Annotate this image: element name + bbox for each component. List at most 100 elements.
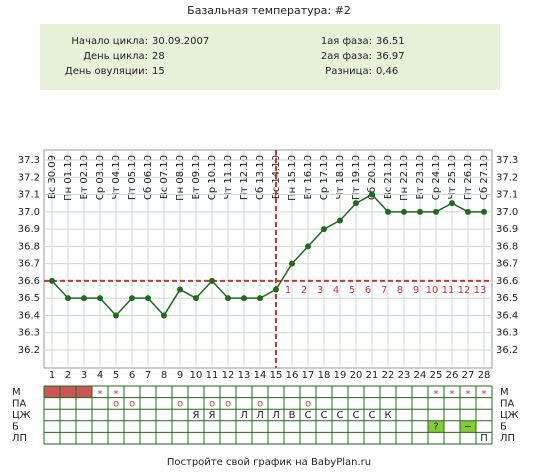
footer: Постройте свой график на BabyPlan.ru [167, 457, 371, 468]
cell-text: С [369, 410, 376, 421]
point [257, 295, 263, 302]
row-label: ПА [12, 398, 27, 409]
row-label-right: М [500, 387, 509, 398]
y-tick-label: 36.9 [18, 224, 40, 235]
y-tick-label: 37.2 [18, 172, 40, 183]
y-tick-label-right: 36.3 [496, 328, 518, 339]
phase-day-number: 11 [442, 285, 455, 296]
cell-text: o [305, 398, 311, 409]
cell-text: o [209, 398, 215, 409]
point [465, 208, 471, 215]
x-tick-label: 15 [270, 370, 283, 381]
x-tick-label: 16 [286, 370, 299, 381]
point [65, 295, 71, 302]
row-label-right: ЦЖ [500, 410, 519, 421]
x-tick-label: 21 [366, 370, 379, 381]
point [369, 191, 375, 198]
cell-text: o [257, 398, 263, 409]
x-tick-label: 28 [478, 370, 491, 381]
x-tick-label: 5 [113, 370, 119, 381]
row-label: Б [12, 422, 19, 433]
cell-text: Я [209, 410, 216, 421]
row-label: ЛП [12, 433, 27, 444]
y-tick-label: 36.5 [18, 293, 40, 304]
cell-text: o [225, 398, 231, 409]
phase-day-number: 9 [413, 285, 419, 296]
cell-text: Л [272, 410, 280, 421]
phase-day-number: 8 [397, 285, 403, 296]
point [177, 286, 183, 293]
date-label: Пн 08.10 [175, 155, 186, 201]
point [209, 277, 215, 284]
cell-text: * [450, 389, 455, 400]
phase-day-number: 6 [365, 285, 371, 296]
x-tick-label: 11 [206, 370, 219, 381]
cell-text: Л [256, 410, 264, 421]
phase-day-number: 10 [426, 285, 439, 296]
point [481, 208, 487, 215]
y-tick-label: 36.6 [18, 276, 40, 287]
row-label-right: Б [500, 422, 507, 433]
cell-text: − [464, 422, 472, 433]
y-tick-label: 36.2 [18, 345, 40, 356]
y-tick-label-right: 36.8 [496, 241, 518, 252]
phase-day-number: 13 [474, 285, 487, 296]
point [353, 200, 359, 207]
point [289, 260, 295, 267]
phase-day-number: 2 [301, 285, 307, 296]
cell-text: o [113, 398, 119, 409]
info-value: 30.09.2007 [152, 36, 209, 47]
cell-text: С [305, 410, 312, 421]
y-tick-label-right: 37.3 [496, 155, 518, 166]
cell-text: С [321, 410, 328, 421]
point [321, 226, 327, 233]
info-value: 15 [152, 66, 165, 77]
x-tick-label: 10 [190, 370, 203, 381]
cell-fill [76, 386, 92, 398]
x-tick-label: 9 [177, 370, 183, 381]
x-tick-label: 14 [254, 370, 267, 381]
cell-fill [60, 386, 76, 398]
info-label: 1ая фаза: [321, 36, 372, 47]
y-tick-label: 36.8 [18, 241, 40, 252]
y-tick-label-right: 37.2 [496, 172, 518, 183]
x-tick-label: 13 [238, 370, 251, 381]
phase-day-number: 1 [285, 285, 291, 296]
info-value: 36.97 [376, 51, 405, 62]
x-tick-label: 24 [414, 370, 427, 381]
cell-text: Л [240, 410, 248, 421]
temperature-line [51, 193, 484, 317]
y-tick-label: 36.4 [18, 310, 40, 321]
y-tick-label-right: 36.5 [496, 293, 518, 304]
x-tick-label: 22 [382, 370, 395, 381]
y-tick-label-right: 36.4 [496, 310, 518, 321]
x-tick-label: 12 [222, 370, 235, 381]
info-value: 0,46 [376, 66, 398, 77]
info-box [40, 24, 500, 90]
x-tick-label: 23 [398, 370, 411, 381]
cell-text: * [482, 389, 487, 400]
info-value: 36.51 [376, 36, 405, 47]
x-tick-label: 7 [145, 370, 151, 381]
row-label: М [12, 387, 21, 398]
x-tick-label: 19 [334, 370, 347, 381]
cell-text: С [353, 410, 360, 421]
y-tick-label-right: 36.7 [496, 259, 518, 270]
y-tick-label-right: 36.9 [496, 224, 518, 235]
point [81, 295, 87, 302]
point [193, 295, 199, 302]
point [449, 200, 455, 207]
date-label: Пн 15.10 [287, 155, 298, 201]
cell-text: ? [433, 422, 438, 433]
x-tick-label: 27 [462, 370, 475, 381]
x-tick-label: 25 [430, 370, 443, 381]
x-tick-label: 26 [446, 370, 459, 381]
x-tick-label: 6 [129, 370, 135, 381]
point [129, 295, 135, 302]
point [305, 243, 311, 250]
x-tick-label: 2 [65, 370, 71, 381]
info-label: 2ая фаза: [321, 51, 372, 62]
point [97, 295, 103, 302]
row-label-right: ЛП [500, 433, 515, 444]
